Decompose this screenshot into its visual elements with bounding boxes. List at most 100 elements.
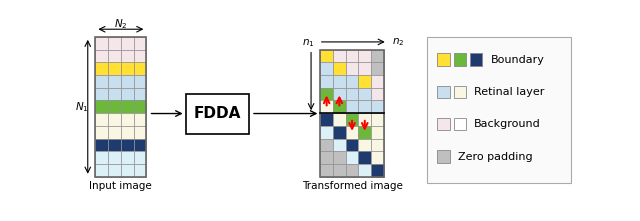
Bar — [346, 126, 358, 139]
Bar — [134, 113, 147, 126]
Bar — [333, 50, 346, 62]
Bar — [454, 86, 466, 98]
Text: Boundary: Boundary — [490, 55, 545, 65]
Bar — [320, 139, 333, 151]
Bar — [470, 53, 482, 66]
Bar — [320, 75, 333, 88]
Bar — [427, 36, 572, 183]
Bar — [358, 113, 371, 126]
Bar — [108, 62, 121, 75]
Bar — [346, 151, 358, 164]
Bar — [121, 151, 134, 164]
Bar — [320, 88, 333, 100]
Bar — [320, 62, 333, 75]
Bar — [358, 100, 371, 113]
Bar — [358, 139, 371, 151]
Bar — [95, 37, 108, 50]
Bar — [108, 75, 121, 88]
Bar — [108, 126, 121, 139]
Text: Transformed image: Transformed image — [301, 181, 403, 191]
Bar — [108, 113, 121, 126]
Bar — [358, 75, 371, 88]
Bar — [134, 126, 147, 139]
Bar — [371, 139, 384, 151]
Bar — [134, 151, 147, 164]
Bar — [320, 50, 333, 62]
Bar — [333, 100, 346, 113]
Bar — [346, 164, 358, 177]
Bar — [134, 37, 147, 50]
Text: FDDA: FDDA — [193, 106, 241, 121]
Bar — [333, 75, 346, 88]
Bar — [134, 164, 147, 177]
Bar — [320, 50, 384, 177]
Bar — [346, 75, 358, 88]
Bar — [134, 50, 147, 62]
Bar — [371, 113, 384, 126]
Bar — [333, 113, 346, 126]
Bar — [437, 86, 450, 98]
Bar — [346, 50, 358, 62]
Bar — [371, 164, 384, 177]
Bar — [371, 62, 384, 75]
Bar — [320, 151, 333, 164]
Bar — [371, 75, 384, 88]
Bar — [371, 88, 384, 100]
Bar — [437, 53, 450, 66]
Bar — [95, 88, 108, 100]
Text: $N_2$: $N_2$ — [114, 17, 127, 31]
Bar — [95, 75, 108, 88]
Bar — [108, 50, 121, 62]
Bar — [121, 62, 134, 75]
Bar — [358, 164, 371, 177]
Bar — [121, 50, 134, 62]
Text: $N_1$: $N_1$ — [75, 100, 88, 114]
Bar — [320, 126, 333, 139]
Bar — [95, 151, 108, 164]
Bar — [358, 126, 371, 139]
Bar — [371, 151, 384, 164]
Bar — [358, 62, 371, 75]
Bar — [371, 50, 384, 62]
Bar — [333, 164, 346, 177]
Bar — [134, 75, 147, 88]
Text: Retinal layer: Retinal layer — [474, 87, 545, 97]
Bar — [108, 88, 121, 100]
Bar — [121, 88, 134, 100]
Bar — [346, 139, 358, 151]
Text: Zero padding: Zero padding — [458, 152, 532, 162]
Bar — [186, 93, 249, 133]
Bar — [134, 139, 147, 151]
Bar — [437, 118, 450, 130]
Bar — [108, 164, 121, 177]
Text: $n_2$: $n_2$ — [392, 36, 404, 48]
Text: Background: Background — [474, 119, 541, 129]
Bar — [333, 139, 346, 151]
Bar — [95, 126, 108, 139]
Bar — [134, 100, 147, 113]
Bar — [95, 139, 108, 151]
Bar — [333, 126, 346, 139]
Bar — [134, 88, 147, 100]
Bar — [437, 151, 450, 163]
Bar — [95, 164, 108, 177]
Bar — [333, 62, 346, 75]
Bar — [95, 62, 108, 75]
Bar — [454, 53, 466, 66]
Bar — [371, 126, 384, 139]
Bar — [121, 100, 134, 113]
Bar — [358, 88, 371, 100]
Bar — [108, 100, 121, 113]
Bar — [95, 50, 108, 62]
Text: Input image: Input image — [90, 181, 152, 191]
Bar — [371, 100, 384, 113]
Bar — [333, 88, 346, 100]
Bar — [454, 118, 466, 130]
Bar — [121, 75, 134, 88]
Bar — [346, 100, 358, 113]
Bar — [121, 126, 134, 139]
Bar — [134, 62, 147, 75]
Text: $n_1$: $n_1$ — [301, 38, 314, 49]
Bar — [121, 164, 134, 177]
Bar — [358, 151, 371, 164]
